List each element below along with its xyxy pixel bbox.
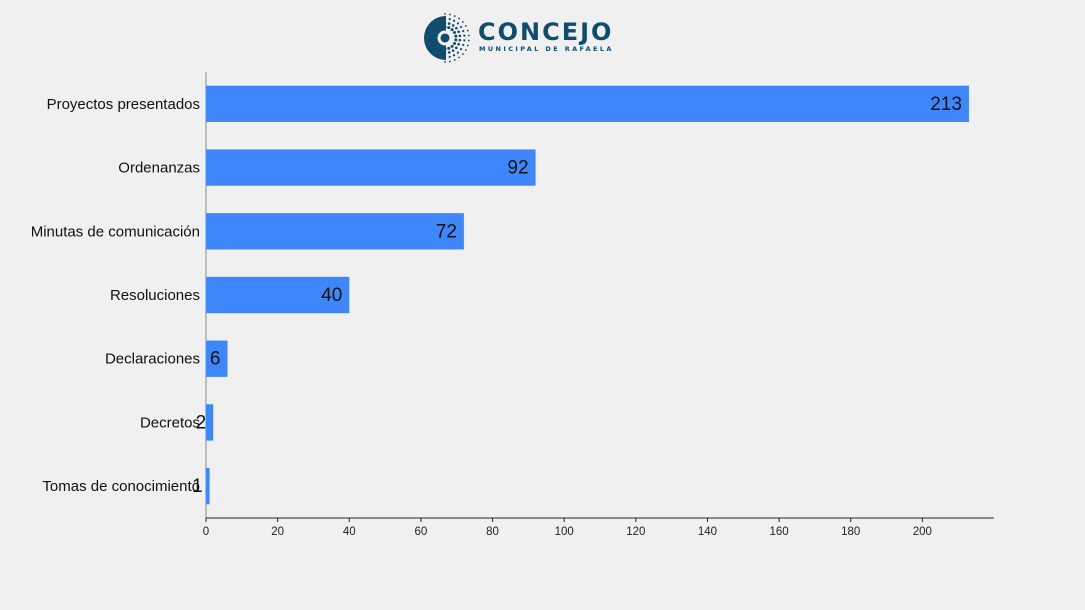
logo-dot [443,51,447,55]
bar [206,149,536,186]
logo-dot [458,38,462,42]
logo-dot [452,19,456,22]
x-tick-label: 160 [769,526,788,538]
bar [206,213,464,250]
category-label: Minutas de comunicación [31,223,200,240]
logo-dot [459,47,463,51]
logo-dot [459,25,463,29]
logo-dot [461,21,464,23]
logo-dot [443,17,447,20]
logo-dot [455,46,458,50]
logo-dot [466,29,469,32]
logo-dot [449,13,451,16]
logo-dot [448,55,451,59]
category-label: Resoluciones [110,287,200,304]
category-label: Ordenanzas [118,160,200,177]
value-label: 1 [192,476,203,497]
value-label: 6 [210,349,221,370]
logo-dot [454,38,458,42]
logo-dot [462,29,465,33]
logo-dot [451,49,455,52]
logo-dot [463,39,466,42]
logo-dot [443,25,447,29]
logo-dot [456,51,460,54]
logo-dot [447,22,451,25]
category-label: Proyectos presentados [47,96,200,113]
logo-dot [450,28,454,32]
concejo-emblem-icon [424,13,470,63]
logo-dot [444,13,446,15]
logo-dot [454,34,458,38]
logo-dot [453,42,457,45]
x-tick-label: 140 [698,526,717,538]
logo-dot [457,30,460,34]
logo-dot [463,34,466,37]
x-tick-label: 120 [626,526,645,538]
value-label: 40 [321,285,342,306]
logo-dot [458,56,461,59]
logo-dot [462,43,465,47]
logo-dot [447,46,451,50]
x-tick-label: 100 [555,526,574,538]
logo-dot [453,15,456,17]
category-label: Decretos [140,414,200,431]
bar [206,340,228,377]
logo-dot [449,60,451,63]
x-tick-label: 200 [913,526,932,538]
x-tick-label: 80 [486,526,499,538]
logo-dot [464,49,467,51]
x-tick-label: 20 [271,526,284,538]
bar [206,467,210,505]
logo-dot [461,53,464,55]
value-label: 72 [436,221,457,242]
concejo-logo: CONCEJO MUNICIPAL DE RAFAELA [424,12,624,64]
logo-dot [443,47,447,51]
logo-dot [444,61,446,63]
value-label: 92 [507,158,528,179]
x-tick-label: 40 [343,526,356,538]
logo-dot [467,34,470,37]
logo-dot [455,26,458,30]
bar [206,404,214,441]
bar [206,276,350,314]
logo-dot [443,21,447,25]
logo-dot [456,22,460,25]
logo-dot [447,51,451,54]
x-tick-label: 180 [841,526,860,538]
category-label: Declaraciones [105,351,200,368]
logo-dot [458,34,462,38]
value-label: 213 [930,94,962,115]
logo-dot [453,59,456,61]
logo-dot [466,44,469,47]
logo-dot [451,24,455,27]
logo-dot [467,39,470,42]
value-label: 2 [196,412,207,433]
x-tick-label: 0 [203,526,209,538]
logo-dot [448,17,451,21]
logo-brand-text: CONCEJO [478,18,614,46]
logo-dot [443,56,447,59]
logo-dot [457,42,460,46]
logo-dot [452,54,456,57]
logo-dot [458,17,461,20]
logo-dot [464,25,467,27]
logo-dot [447,26,451,30]
logo-subtitle-text: MUNICIPAL DE RAFAELA [479,45,614,53]
bar [206,85,969,123]
logo-dot [453,31,457,34]
logo-dot [450,44,454,48]
category-label: Tomas de conocimiento [42,478,200,495]
x-tick-label: 60 [415,526,428,538]
